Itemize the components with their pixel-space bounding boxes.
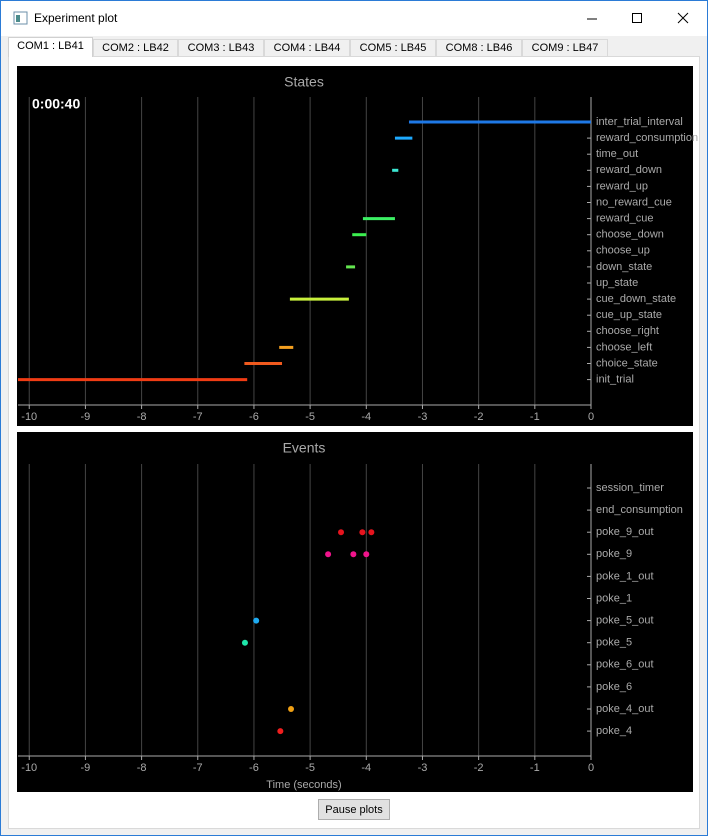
- y-tick-label: poke_9_out: [596, 526, 654, 538]
- app-icon-part: [16, 15, 20, 22]
- y-tick-label: poke_1: [596, 592, 632, 604]
- y-tick-label: poke_1_out: [596, 570, 654, 582]
- plot-background: [17, 66, 693, 426]
- x-tick-label: 0: [588, 411, 594, 423]
- title-bar: Experiment plot: [1, 1, 707, 36]
- x-tick-label: 0: [588, 762, 594, 774]
- y-tick-label: choice_state: [596, 357, 658, 369]
- y-tick-label: inter_trial_interval: [596, 116, 683, 128]
- event-point: [359, 529, 366, 536]
- tab[interactable]: COM1 : LB41: [8, 37, 93, 57]
- title-bar-icons: [13, 11, 689, 25]
- x-tick-label: -1: [530, 411, 540, 423]
- x-tick-label: -4: [361, 411, 371, 423]
- x-tick-label: -6: [249, 411, 259, 423]
- y-tick-label: choose_up: [596, 245, 650, 257]
- y-tick-label: poke_6: [596, 681, 632, 693]
- y-tick-label: reward_cue: [596, 213, 653, 225]
- maximize-button[interactable]: [632, 13, 642, 23]
- timer-label: 0:00:40: [32, 96, 80, 112]
- event-point: [363, 551, 370, 558]
- y-tick-label: init_trial: [596, 374, 634, 386]
- pause-button[interactable]: Pause plots: [318, 799, 390, 820]
- y-tick-label: time_out: [596, 148, 638, 160]
- x-tick-label: -3: [418, 762, 428, 774]
- event-point: [325, 551, 332, 558]
- tab[interactable]: COM3 : LB43: [178, 39, 264, 56]
- y-tick-label: poke_6_out: [596, 659, 654, 671]
- tab[interactable]: COM8 : LB46: [436, 39, 522, 56]
- x-tick-label: -2: [474, 411, 484, 423]
- tab[interactable]: COM9 : LB47: [522, 39, 608, 56]
- x-tick-label: -9: [81, 762, 91, 774]
- x-tick-label: -6: [249, 762, 259, 774]
- x-tick-label: -1: [530, 762, 540, 774]
- close-button[interactable]: [677, 12, 689, 24]
- y-tick-label: cue_up_state: [596, 309, 662, 321]
- y-tick-label: poke_9: [596, 548, 632, 560]
- window-title: Experiment plot: [34, 11, 118, 25]
- x-tick-label: -9: [81, 411, 91, 423]
- x-tick-label: -8: [137, 411, 147, 423]
- chart-title: Events: [283, 440, 326, 456]
- tab[interactable]: COM5 : LB45: [350, 39, 436, 56]
- plot-background: [17, 432, 693, 792]
- x-tick-label: -7: [193, 762, 203, 774]
- y-tick-label: poke_5: [596, 637, 632, 649]
- event-point: [288, 706, 295, 712]
- x-tick-label: -5: [305, 762, 315, 774]
- y-tick-label: up_state: [596, 277, 638, 289]
- tab[interactable]: COM2 : LB42: [93, 39, 178, 56]
- event-point: [338, 529, 345, 536]
- y-tick-label: reward_up: [596, 180, 648, 192]
- y-tick-label: cue_down_state: [596, 293, 676, 305]
- tab[interactable]: COM4 : LB44: [264, 39, 350, 56]
- x-tick-label: -4: [361, 762, 371, 774]
- y-tick-label: reward_down: [596, 164, 662, 176]
- x-tick-label: -10: [21, 411, 37, 423]
- x-axis-label: Time (seconds): [266, 779, 341, 791]
- y-tick-label: down_state: [596, 261, 652, 273]
- y-tick-label: choose_down: [596, 229, 664, 241]
- event-point: [253, 617, 260, 624]
- x-tick-label: -2: [474, 762, 484, 774]
- x-tick-label: -3: [418, 411, 428, 423]
- x-tick-label: -10: [21, 762, 37, 774]
- event-point: [277, 728, 284, 735]
- y-tick-label: no_reward_cue: [596, 196, 672, 208]
- y-tick-label: poke_5_out: [596, 615, 654, 627]
- y-tick-label: poke_4_out: [596, 703, 654, 715]
- y-tick-label: session_timer: [596, 482, 664, 494]
- event-point: [350, 551, 357, 558]
- y-tick-label: choose_left: [596, 341, 652, 353]
- event-point: [241, 639, 248, 646]
- y-tick-label: reward_consumption: [596, 132, 698, 144]
- event-point: [368, 529, 375, 536]
- y-tick-label: end_consumption: [596, 504, 683, 516]
- x-tick-label: -8: [137, 762, 147, 774]
- chart-title: States: [284, 74, 324, 90]
- x-tick-label: -5: [305, 411, 315, 423]
- x-tick-label: -7: [193, 411, 203, 423]
- y-tick-label: poke_4: [596, 725, 632, 737]
- y-tick-label: choose_right: [596, 325, 659, 337]
